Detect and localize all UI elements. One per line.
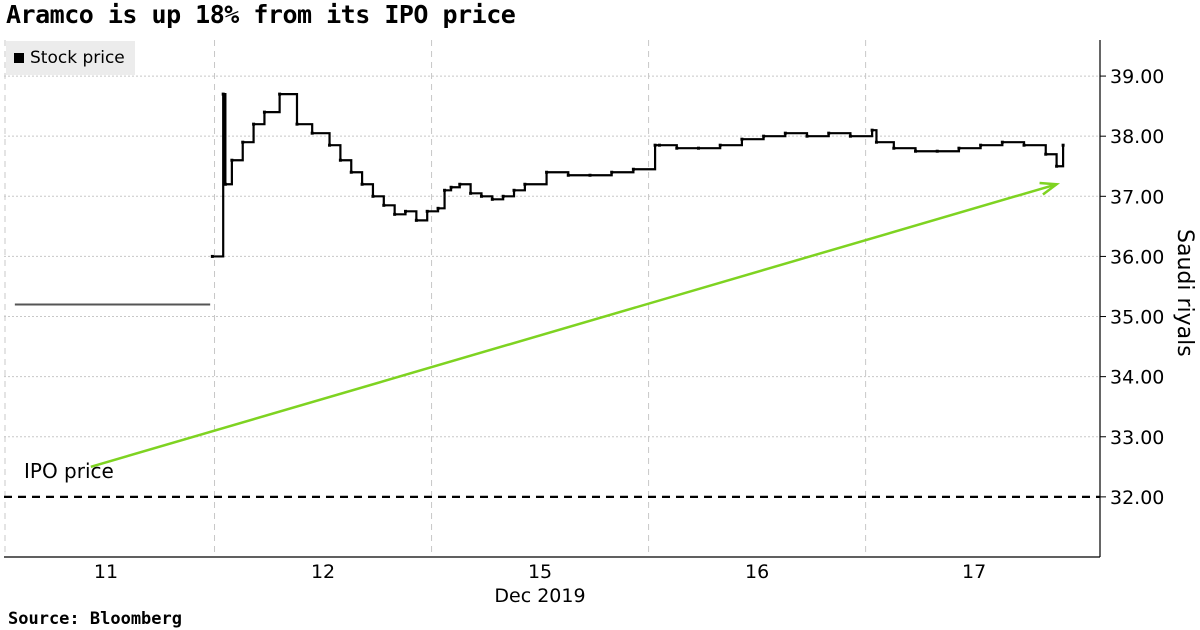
legend-label: Stock price	[30, 48, 125, 68]
stock-price-point	[827, 131, 831, 135]
stock-price-point	[349, 170, 353, 174]
y-tick-label: 38.00	[1110, 126, 1164, 148]
stock-price-point	[252, 122, 256, 126]
stock-price-point	[588, 173, 592, 177]
stock-price-point	[210, 254, 214, 258]
ipo-price-label: IPO price	[24, 459, 114, 483]
y-axis-label: Saudi riyals	[1172, 229, 1197, 357]
stock-price-point	[230, 158, 234, 162]
legend: Stock price	[6, 41, 135, 75]
y-tick-label: 35.00	[1110, 307, 1164, 329]
stock-price-point	[262, 110, 266, 114]
stock-price-point	[1022, 143, 1026, 147]
stock-price-point	[404, 209, 408, 213]
x-tick-label: 16	[745, 561, 769, 583]
stock-price-point	[360, 182, 364, 186]
stock-price-point	[675, 146, 679, 150]
stock-price-point	[425, 209, 429, 213]
stock-price-point	[278, 92, 282, 96]
stock-price-point	[1000, 140, 1004, 144]
stock-price-point	[414, 218, 418, 222]
stock-price-point	[979, 143, 983, 147]
y-tick-label: 32.00	[1110, 487, 1164, 509]
x-tick-label: 12	[311, 561, 335, 583]
stock-price-point	[914, 149, 918, 153]
stock-price-point	[870, 128, 874, 132]
y-tick-label: 34.00	[1110, 367, 1164, 389]
stock-price-point	[241, 140, 245, 144]
stock-price-point	[295, 122, 299, 126]
stock-price-point	[805, 134, 809, 138]
legend-swatch	[14, 53, 24, 63]
trend-arrow-head	[1039, 181, 1061, 196]
stock-price-point	[458, 182, 462, 186]
y-tick-label: 37.00	[1110, 186, 1164, 208]
stock-price-point	[328, 143, 332, 147]
stock-price-point	[935, 149, 939, 153]
stock-price-point	[718, 143, 722, 147]
stock-price-point	[566, 173, 570, 177]
stock-price-point	[382, 203, 386, 207]
stock-price-point	[501, 194, 505, 198]
stock-price-point	[223, 182, 227, 186]
stock-price-point	[371, 194, 375, 198]
y-tick-label: 36.00	[1110, 246, 1164, 268]
stock-price-point	[892, 146, 896, 150]
stock-price-point	[874, 140, 878, 144]
stock-price-point	[436, 206, 440, 210]
stock-price-point	[1061, 143, 1065, 147]
y-tick-label: 39.00	[1110, 66, 1164, 88]
stock-price-point	[449, 185, 453, 189]
stock-price-point	[653, 143, 657, 147]
stock-price-point	[310, 131, 314, 135]
stock-price-point	[512, 188, 516, 192]
stock-price-point	[469, 191, 473, 195]
stock-price-point	[443, 188, 447, 192]
stock-price-point	[631, 167, 635, 171]
x-axis-label: Dec 2019	[494, 585, 585, 607]
stock-price-point	[523, 182, 527, 186]
stock-price-point	[657, 143, 661, 147]
x-tick-label: 15	[528, 561, 552, 583]
stock-price-point	[762, 134, 766, 138]
source-note: Source: Bloomberg	[8, 609, 182, 629]
stock-price-point	[848, 134, 852, 138]
x-tick-label: 17	[962, 561, 986, 583]
x-tick-label: 11	[94, 561, 118, 583]
stock-price-point	[610, 170, 614, 174]
stock-price-point	[545, 170, 549, 174]
chart-title: Aramco is up 18% from its IPO price	[6, 0, 516, 29]
stock-price-point	[393, 212, 397, 216]
stock-price-point	[1044, 152, 1048, 156]
trend-arrow-line	[90, 183, 1057, 469]
y-tick-label: 33.00	[1110, 427, 1164, 449]
stock-price-point	[490, 197, 494, 201]
stock-price-point	[740, 137, 744, 141]
stock-price-point	[1055, 164, 1059, 168]
stock-price-point	[479, 194, 483, 198]
stock-price-point	[221, 92, 225, 96]
stock-price-point	[696, 146, 700, 150]
stock-price-line	[212, 93, 1065, 258]
stock-price-point	[957, 146, 961, 150]
stock-price-point	[338, 158, 342, 162]
stock-price-point	[783, 131, 787, 135]
